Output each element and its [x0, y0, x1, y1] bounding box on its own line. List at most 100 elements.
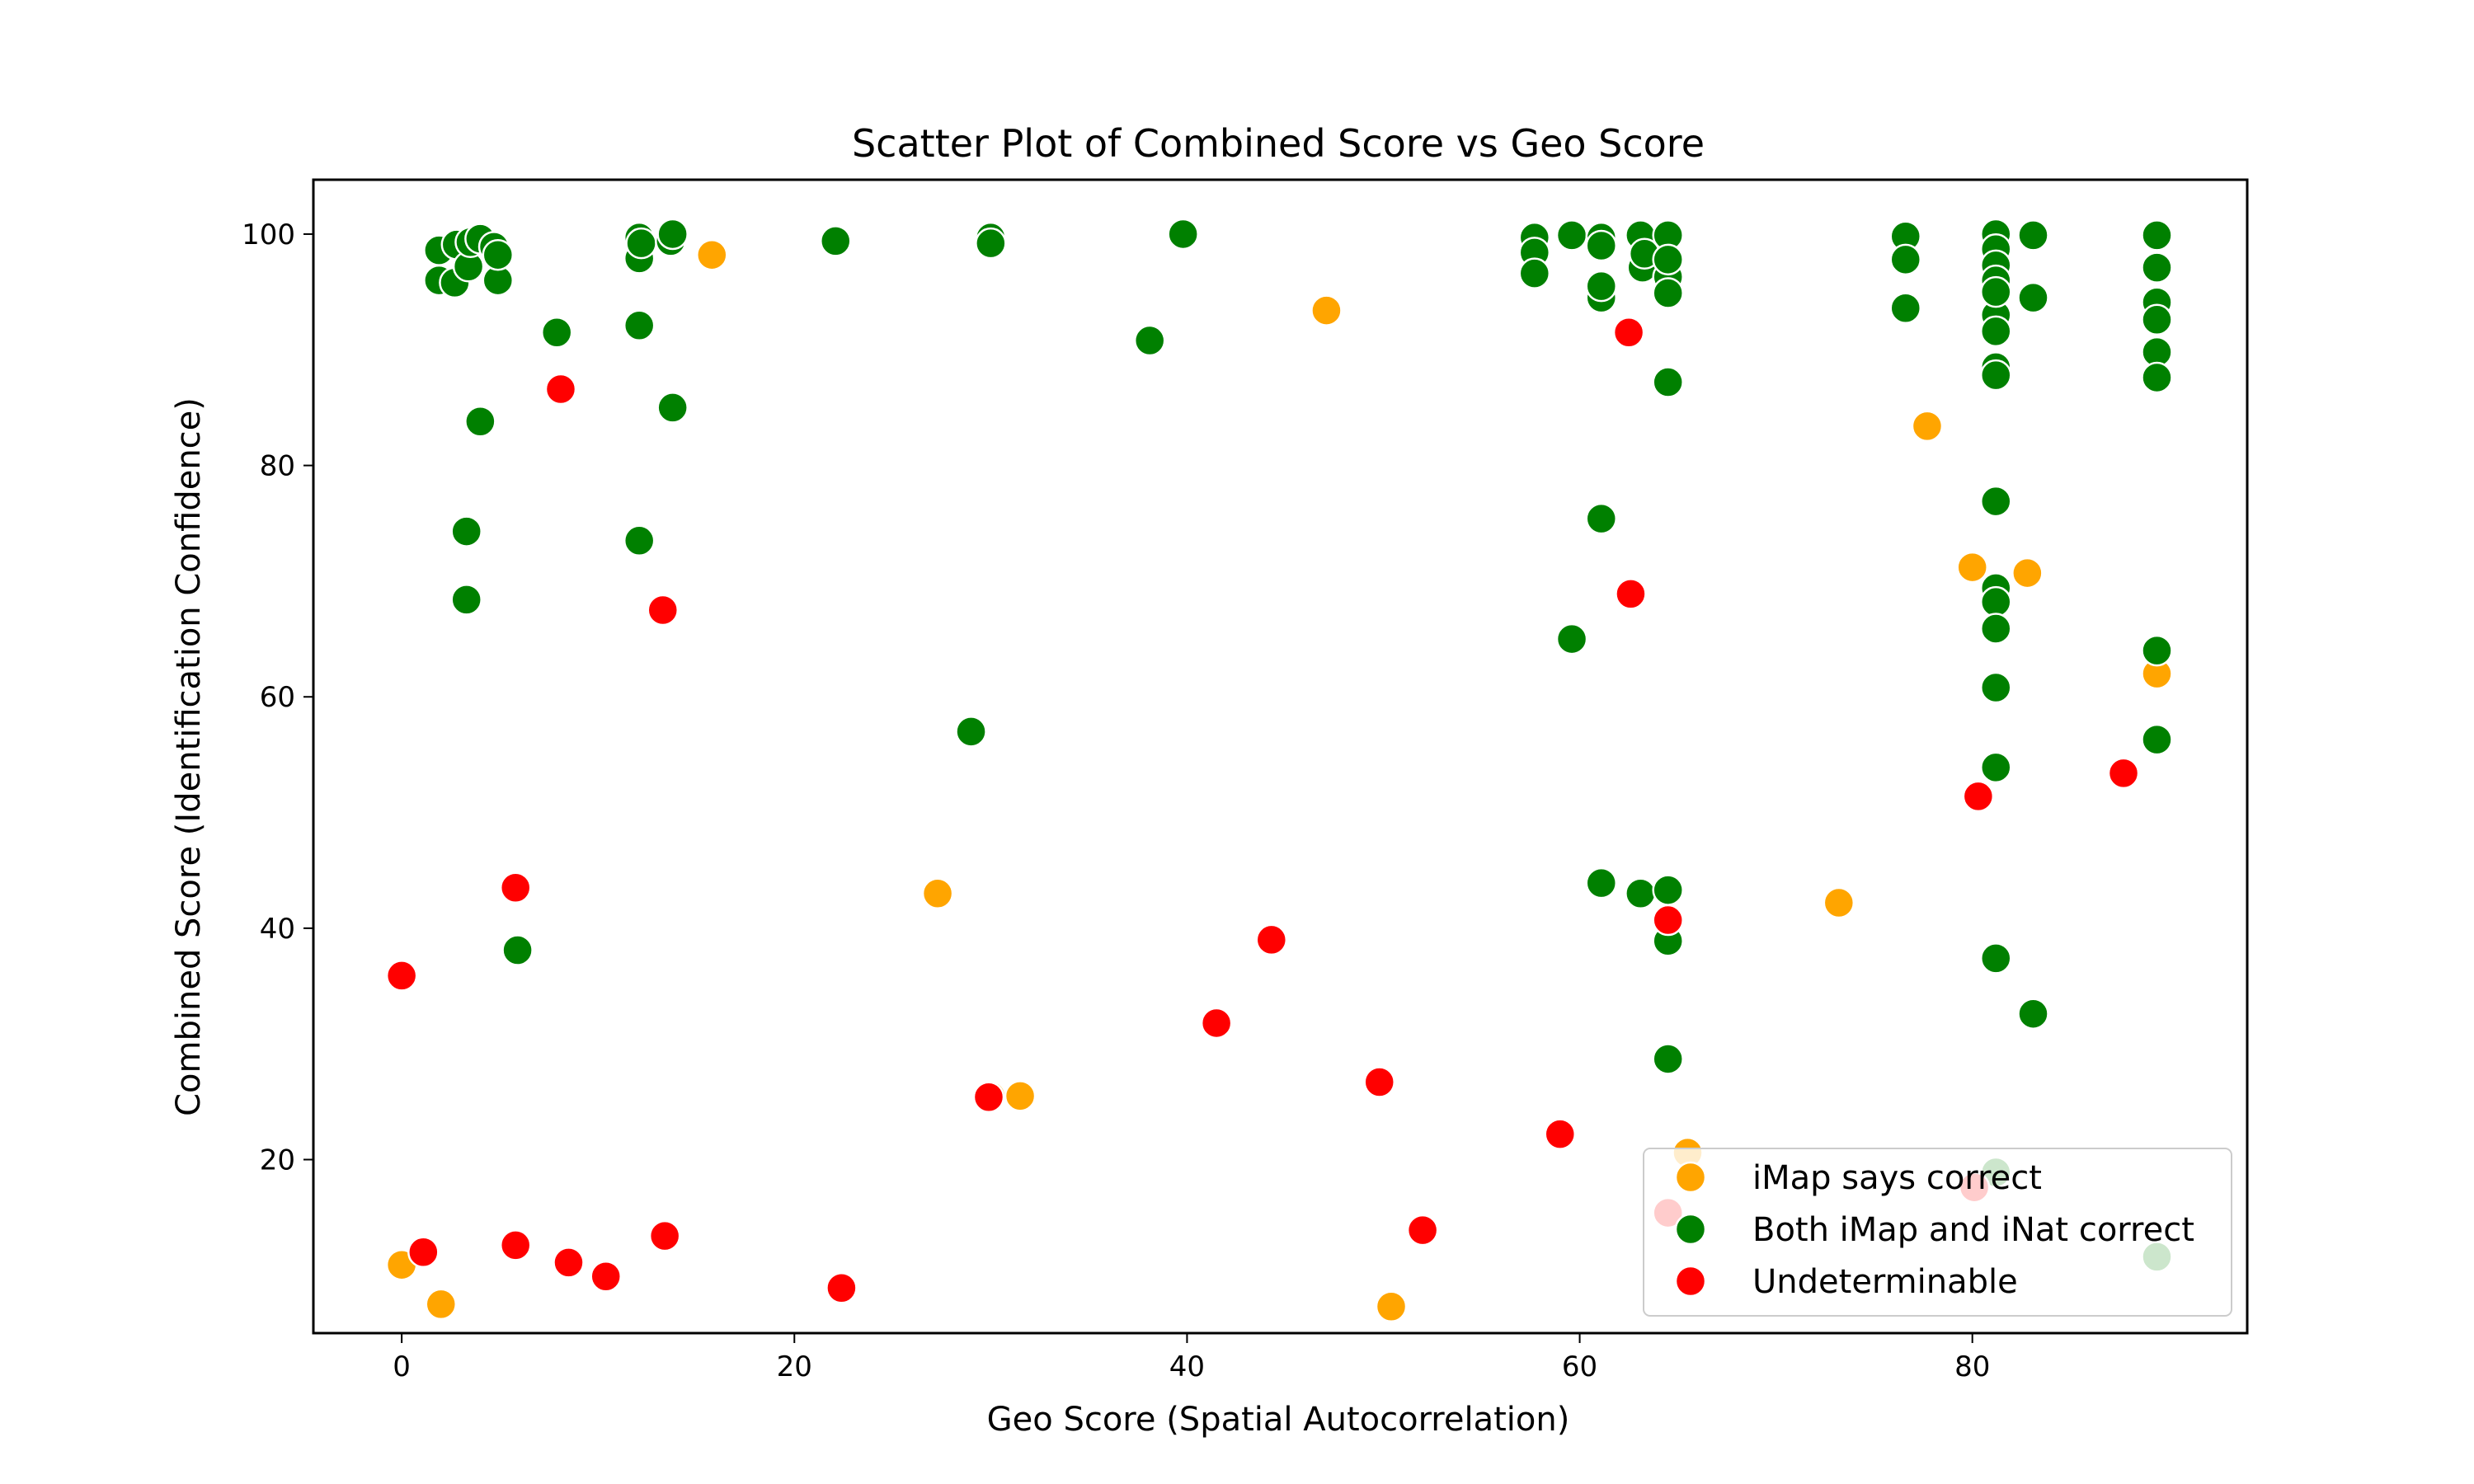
point-imap-says-correct: [1375, 1290, 1408, 1322]
point-both-imap-and-inat-correct: [1889, 243, 1922, 276]
point-undeterminable: [647, 594, 680, 627]
point-both-imap-and-inat-correct: [2017, 219, 2049, 251]
point-both-imap-and-inat-correct: [1889, 292, 1922, 325]
point-imap-says-correct: [1823, 886, 1856, 919]
point-both-imap-and-inat-correct: [482, 238, 515, 271]
point-both-imap-and-inat-correct: [955, 716, 987, 748]
point-both-imap-and-inat-correct: [464, 406, 496, 438]
legend-frame: [1643, 1148, 2232, 1317]
point-undeterminable: [553, 1247, 585, 1279]
x-tick-label: 20: [777, 1350, 812, 1383]
legend-marker: [1674, 1265, 1707, 1298]
point-both-imap-and-inat-correct: [2141, 303, 2173, 336]
point-undeterminable: [1652, 904, 1684, 937]
point-both-imap-and-inat-correct: [625, 227, 657, 260]
point-both-imap-and-inat-correct: [1980, 315, 2012, 348]
point-undeterminable: [590, 1260, 622, 1293]
point-imap-says-correct: [425, 1288, 457, 1321]
point-imap-says-correct: [696, 238, 728, 271]
x-axis-ticks: 0 20 40 60 80: [393, 1333, 1990, 1383]
point-undeterminable: [648, 1219, 681, 1252]
point-both-imap-and-inat-correct: [1980, 275, 2012, 308]
point-both-imap-and-inat-correct: [623, 524, 656, 557]
point-undeterminable: [1612, 316, 1645, 349]
x-tick-label: 80: [1954, 1350, 1990, 1383]
x-tick-label: 40: [1169, 1350, 1205, 1383]
point-both-imap-and-inat-correct: [1980, 613, 2012, 645]
legend-label: iMap says correct: [1752, 1159, 2042, 1197]
point-imap-says-correct: [2011, 556, 2044, 589]
point-both-imap-and-inat-correct: [2141, 251, 2173, 284]
point-both-imap-and-inat-correct: [1980, 585, 2012, 618]
point-imap-says-correct: [1004, 1080, 1037, 1112]
point-both-imap-and-inat-correct: [1652, 243, 1684, 276]
legend-label: Both iMap and iNat correct: [1752, 1211, 2194, 1249]
point-both-imap-and-inat-correct: [1980, 359, 2012, 392]
point-both-imap-and-inat-correct: [1980, 671, 2012, 704]
y-tick-label: 20: [260, 1144, 295, 1177]
point-both-imap-and-inat-correct: [450, 515, 482, 547]
legend-marker: [1674, 1213, 1707, 1246]
chart-title: Scatter Plot of Combined Score vs Geo Sc…: [852, 121, 1705, 166]
legend-items: iMap says correct Both iMap and iNat corr…: [1674, 1159, 2194, 1301]
point-both-imap-and-inat-correct: [1980, 485, 2012, 518]
point-imap-says-correct: [1956, 551, 1988, 584]
point-undeterminable: [1962, 780, 1995, 813]
point-undeterminable: [1255, 923, 1288, 956]
point-both-imap-and-inat-correct: [1585, 866, 1617, 899]
point-undeterminable: [407, 1236, 440, 1269]
y-axis-label: Combined Score (Identification Confidenc…: [170, 397, 208, 1116]
point-imap-says-correct: [1911, 410, 1944, 443]
point-both-imap-and-inat-correct: [1585, 270, 1617, 303]
point-both-imap-and-inat-correct: [1555, 219, 1588, 251]
data-points: [385, 218, 2173, 1322]
point-undeterminable: [499, 1229, 532, 1261]
point-both-imap-and-inat-correct: [2141, 361, 2173, 394]
point-both-imap-and-inat-correct: [1133, 324, 1166, 357]
y-tick-label: 60: [260, 681, 295, 714]
y-tick-label: 100: [242, 218, 295, 251]
point-both-imap-and-inat-correct: [975, 227, 1007, 260]
legend-label: Undeterminable: [1752, 1263, 2018, 1301]
point-both-imap-and-inat-correct: [1980, 751, 2012, 784]
point-both-imap-and-inat-correct: [1652, 366, 1684, 398]
legend-marker: [1674, 1161, 1707, 1194]
point-undeterminable: [825, 1272, 858, 1304]
plot-area: 0 20 40 60 80 20 40 60 80 100: [242, 178, 2249, 1383]
point-both-imap-and-inat-correct: [2141, 723, 2173, 756]
point-both-imap-and-inat-correct: [820, 225, 852, 257]
point-undeterminable: [972, 1081, 1005, 1113]
point-both-imap-and-inat-correct: [1652, 874, 1684, 906]
legend: iMap says correct Both iMap and iNat corr…: [1643, 1148, 2232, 1317]
point-undeterminable: [1615, 578, 1647, 610]
point-both-imap-and-inat-correct: [2017, 998, 2049, 1030]
x-axis-label: Geo Score (Spatial Autocorrelation): [987, 1401, 1570, 1439]
point-both-imap-and-inat-correct: [1585, 502, 1617, 535]
y-axis-ticks: 20 40 60 80 100: [242, 218, 313, 1177]
y-tick-label: 40: [260, 913, 295, 946]
point-undeterminable: [499, 871, 532, 904]
point-both-imap-and-inat-correct: [656, 218, 689, 251]
point-both-imap-and-inat-correct: [1652, 277, 1684, 309]
point-both-imap-and-inat-correct: [540, 316, 573, 349]
point-both-imap-and-inat-correct: [2141, 634, 2173, 667]
x-tick-label: 60: [1562, 1350, 1597, 1383]
point-both-imap-and-inat-correct: [1518, 257, 1551, 289]
point-imap-says-correct: [1310, 294, 1343, 326]
point-imap-says-correct: [921, 877, 954, 910]
point-both-imap-and-inat-correct: [501, 934, 534, 966]
point-both-imap-and-inat-correct: [450, 584, 482, 616]
point-both-imap-and-inat-correct: [1980, 942, 2012, 974]
point-undeterminable: [1406, 1214, 1439, 1247]
point-both-imap-and-inat-correct: [1555, 622, 1588, 655]
point-both-imap-and-inat-correct: [623, 309, 656, 342]
point-both-imap-and-inat-correct: [1585, 229, 1617, 262]
point-undeterminable: [1544, 1118, 1577, 1150]
plot-frame: [312, 178, 2249, 1335]
point-both-imap-and-inat-correct: [1652, 1043, 1684, 1075]
x-tick-label: 0: [393, 1350, 411, 1383]
point-both-imap-and-inat-correct: [2141, 219, 2173, 251]
point-undeterminable: [544, 373, 577, 406]
point-both-imap-and-inat-correct: [656, 392, 689, 424]
